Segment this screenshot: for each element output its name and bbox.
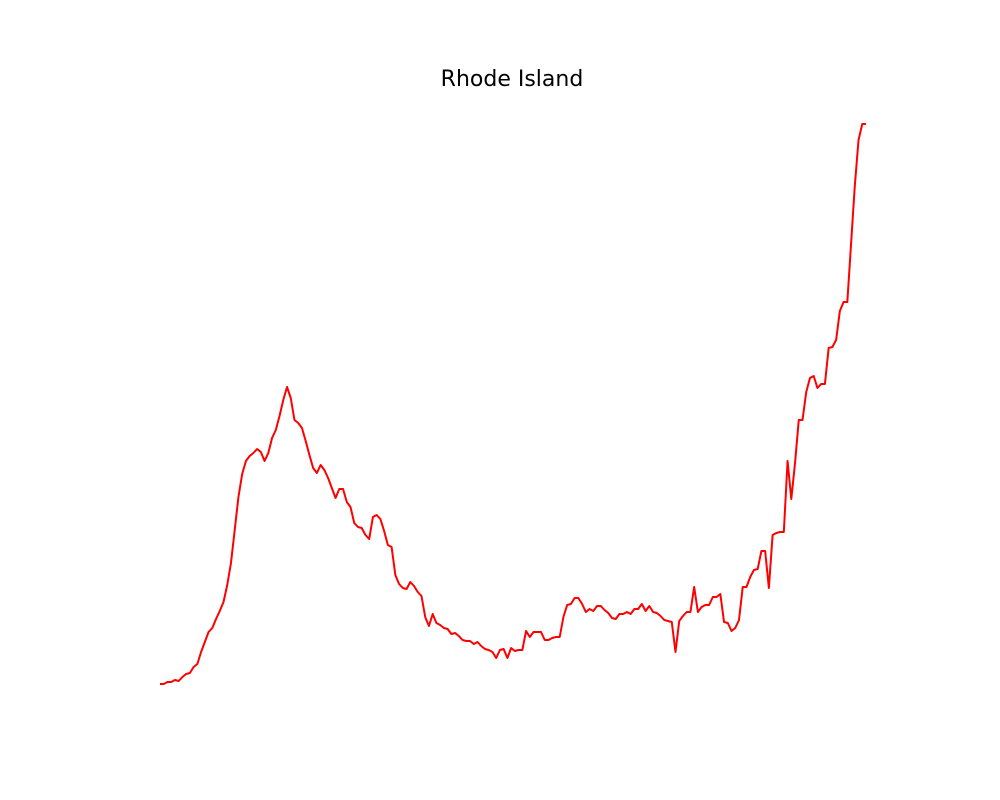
chart-title: Rhode Island [441, 67, 584, 92]
data-line [160, 123, 866, 685]
